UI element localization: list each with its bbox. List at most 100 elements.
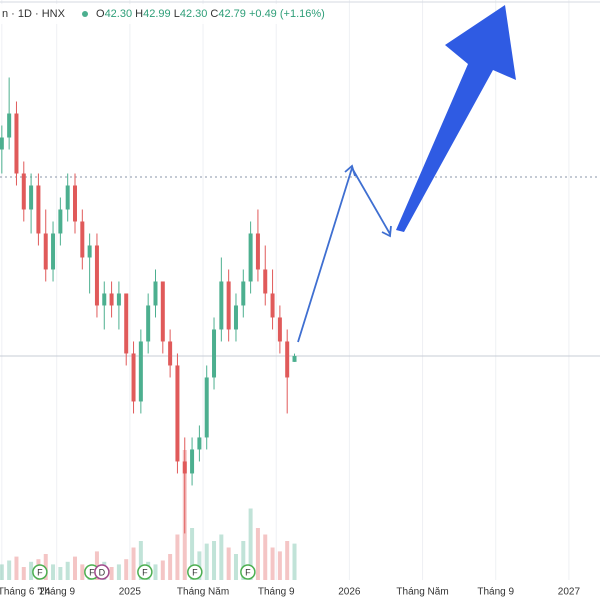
ohlc-key: C xyxy=(210,8,218,20)
event-label: F xyxy=(142,567,148,577)
volume-bar xyxy=(7,560,12,580)
volume-bar xyxy=(219,534,224,580)
candle-body xyxy=(87,245,92,258)
event-marker xyxy=(94,564,110,580)
ohlc-key: L xyxy=(174,8,180,20)
ohlc-key: O xyxy=(96,8,105,20)
volume-bar xyxy=(14,556,19,580)
volume-bar xyxy=(160,560,165,580)
volume-bar xyxy=(80,564,85,580)
candle-body xyxy=(58,209,63,234)
volume-bar xyxy=(124,559,129,580)
symbol: n · 1D · HNX xyxy=(2,8,66,20)
volume-bar xyxy=(263,534,268,580)
volume-bar xyxy=(197,551,202,580)
ohlc: O42.30 H42.99 L42.30 C42.79 +0.49 (+1.16… xyxy=(96,8,325,20)
candle-body xyxy=(0,137,4,150)
candle-body xyxy=(131,353,136,402)
event-label: D xyxy=(99,567,106,577)
candle-body xyxy=(168,341,173,366)
volume-bar xyxy=(233,554,238,580)
change: +0.49 (+1.16%) xyxy=(249,8,325,20)
event-label: F xyxy=(89,567,95,577)
candle-body xyxy=(51,233,56,270)
candle-body xyxy=(263,269,268,294)
candle-body xyxy=(29,185,34,210)
x-tick-label: Tháng 9 xyxy=(477,587,514,598)
volume-bar xyxy=(51,564,56,580)
candle-body xyxy=(190,449,195,474)
volume-bar xyxy=(138,541,143,580)
x-tick-label: Tháng 6 '24 xyxy=(0,587,51,598)
candle-body xyxy=(197,437,202,450)
volume-bar xyxy=(73,556,77,580)
candle-body xyxy=(255,233,260,270)
candle-body xyxy=(36,185,41,234)
event-label: F xyxy=(245,567,251,577)
candle-body xyxy=(219,281,224,330)
candle-body xyxy=(138,341,143,402)
candle-body xyxy=(124,293,129,354)
event-label: F xyxy=(192,567,198,577)
candles xyxy=(0,77,297,534)
volume-bar xyxy=(65,561,70,580)
event-label: F xyxy=(37,567,43,577)
arrowhead xyxy=(344,164,356,177)
x-tick-label: 2027 xyxy=(558,587,581,598)
candle-body xyxy=(160,281,165,342)
volume-bar xyxy=(0,564,4,580)
candle-body xyxy=(292,355,297,362)
volume-bar xyxy=(168,554,173,580)
ohlc-value: 42.30 xyxy=(180,8,208,20)
candle-body xyxy=(226,281,231,330)
x-tick-label: 2025 xyxy=(119,587,142,598)
ohlc-value: 42.99 xyxy=(143,8,171,20)
grid xyxy=(1,0,570,580)
candle-body xyxy=(182,461,187,474)
big-arrow xyxy=(396,5,516,232)
ohlc-value: 42.30 xyxy=(105,8,133,20)
volume-bar xyxy=(94,551,99,580)
ohlc-key: H xyxy=(135,8,143,20)
status-dot xyxy=(82,11,88,17)
volume-bar xyxy=(58,567,63,580)
candle-body xyxy=(80,221,85,258)
candle-body xyxy=(14,113,19,174)
volume-bar xyxy=(175,534,180,580)
candle-body xyxy=(109,293,114,306)
x-tick-label: Tháng Năm xyxy=(177,587,229,598)
candle-body xyxy=(270,293,275,318)
volume-bar xyxy=(204,543,209,580)
volume-bar xyxy=(109,567,114,580)
candle-body xyxy=(233,305,238,330)
candle-body xyxy=(146,305,151,342)
candle-body xyxy=(73,185,77,222)
arrowhead xyxy=(381,225,392,238)
x-tick-label: Tháng 9 xyxy=(38,587,75,598)
volume-bar xyxy=(116,564,121,580)
x-tick-label: 2026 xyxy=(338,587,361,598)
candle-body xyxy=(241,281,246,306)
volume-bar xyxy=(29,561,34,580)
volume-bar xyxy=(248,508,253,580)
volume-bar xyxy=(292,543,297,580)
candle-body xyxy=(102,293,107,306)
volume-bar xyxy=(226,547,231,580)
candle-body xyxy=(212,329,217,378)
candle-body xyxy=(94,245,99,306)
volume-bar xyxy=(212,541,217,580)
candle-body xyxy=(21,173,26,210)
candle-body xyxy=(116,293,121,306)
candle-body xyxy=(7,113,12,138)
x-tick-label: Tháng 9 xyxy=(258,587,295,598)
candle-body xyxy=(153,281,158,306)
header-bg xyxy=(0,4,300,24)
volume-bar xyxy=(190,528,195,580)
volume-bar xyxy=(270,547,275,580)
candle-body xyxy=(175,365,180,462)
volume-bar xyxy=(21,567,26,580)
